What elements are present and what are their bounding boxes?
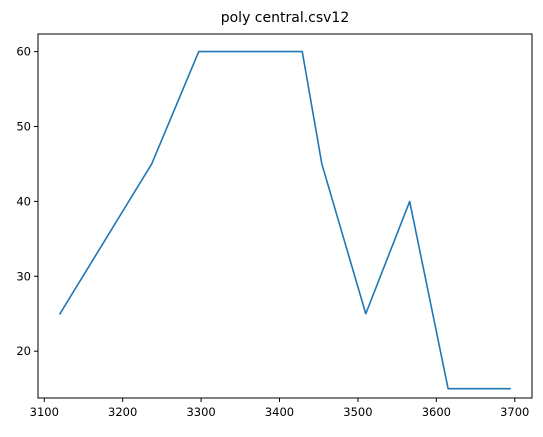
series-layer [58, 50, 511, 390]
axes-frame [37, 33, 533, 399]
x-tick-label: 3100 [30, 405, 59, 419]
y-tick-label: 60 [16, 45, 31, 59]
y-tick-label: 50 [16, 119, 31, 133]
x-tick-label: 3700 [500, 405, 529, 419]
chart-title: poly central.csv12 [221, 10, 350, 26]
y-tick-label: 40 [16, 194, 31, 208]
x-tick-label: 3600 [422, 405, 451, 419]
x-tick-label: 3400 [265, 405, 294, 419]
x-axis-ticks: 3100 3200 3300 3400 3500 3600 3700 [30, 398, 529, 419]
x-tick-label: 3300 [186, 405, 215, 419]
x-tick-label: 3200 [108, 405, 137, 419]
x-tick-label: 3500 [343, 405, 372, 419]
series-line-0 [58, 50, 511, 390]
y-tick-label: 30 [16, 269, 31, 283]
y-axis-ticks: 20 30 40 50 60 [16, 45, 38, 358]
y-tick-label: 20 [16, 344, 31, 358]
plot-area [38, 34, 532, 398]
